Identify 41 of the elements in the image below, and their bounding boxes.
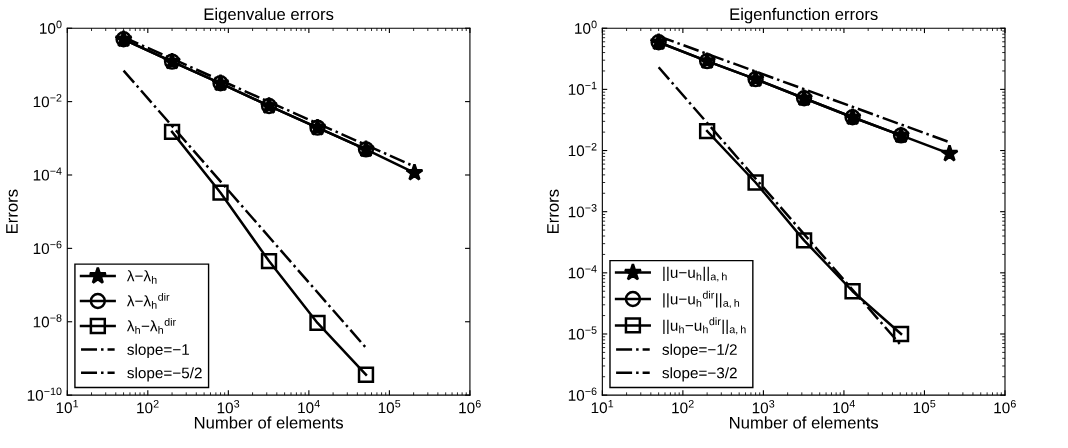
x-tick-label: 10$^{2}$ [672,400,694,414]
legend-label: ||u−u$_{h}$||$_{a,h}$ [663,266,727,282]
y-axis-title: Errors [6,189,18,233]
chart-title: Eigenvalue errors [204,7,334,24]
legend-label: λ−λ$_{h}$$^{dir}$ [126,292,170,309]
y-tick-label: 10$^{−2}$ [33,94,62,108]
y-tick-label: 10$^{−6}$ [568,387,597,401]
y-tick-label: 10$^{−3}$ [568,204,597,218]
x-tick-label: 10$^{3}$ [752,400,775,414]
legend-label: λ$_{h}$−λ$_{h}$$^{dir}$ [126,317,176,334]
x-tick-label: 10$^{1}$ [591,400,614,414]
x-tick-label: 10$^{6}$ [994,400,1016,414]
legend-label: ||u−u$_{h}$$^{dir}$||$_{a,h}$ [663,290,740,309]
x-tick-label: 10$^{3}$ [217,400,240,414]
y-tick-label: 10$^{−8}$ [33,314,62,328]
y-tick-label: 10$^{−6}$ [33,240,62,255]
legend-label: slope=−1/2 [662,343,737,358]
legend-label: slope=−1 [127,343,189,358]
y-tick-label: 10$^{−4}$ [33,167,62,181]
y-tick-label: 10$^{−1}$ [568,81,597,95]
y-tick-label: 10$^{−10}$ [27,387,62,401]
legend-label: ||u$_{h}$−u$_{h}$$^{dir}$||$_{a,h}$ [663,317,746,335]
x-axis-title: Number of elements [730,416,879,429]
y-tick-label: 10$^{−4}$ [568,265,597,279]
x-tick-label: 10$^{6}$ [459,400,481,414]
y-axis-title: Errors [547,189,559,233]
y-tick-label: 10$^{−2}$ [568,142,597,157]
legend-label: slope=−5/2 [127,367,202,382]
x-tick-label: 10$^{2}$ [137,400,159,414]
legend-label: λ−λ$_{h}$ [126,270,157,284]
y-tick-label: 10$^{0}$ [575,20,597,34]
x-tick-label: 10$^{5}$ [378,400,401,414]
x-tick-label: 10$^{4}$ [833,400,855,414]
y-tick-label: 10$^{−5}$ [568,326,597,340]
legend-label: slope=−3/2 [662,367,737,382]
x-tick-label: 10$^{5}$ [913,400,936,414]
chart-title: Eigenfunction errors [730,7,878,24]
x-axis-title: Number of elements [194,416,344,429]
x-tick-label: 10$^{4}$ [298,400,320,414]
x-tick-label: 10$^{1}$ [56,400,79,414]
y-tick-label: 10$^{0}$ [40,20,62,34]
